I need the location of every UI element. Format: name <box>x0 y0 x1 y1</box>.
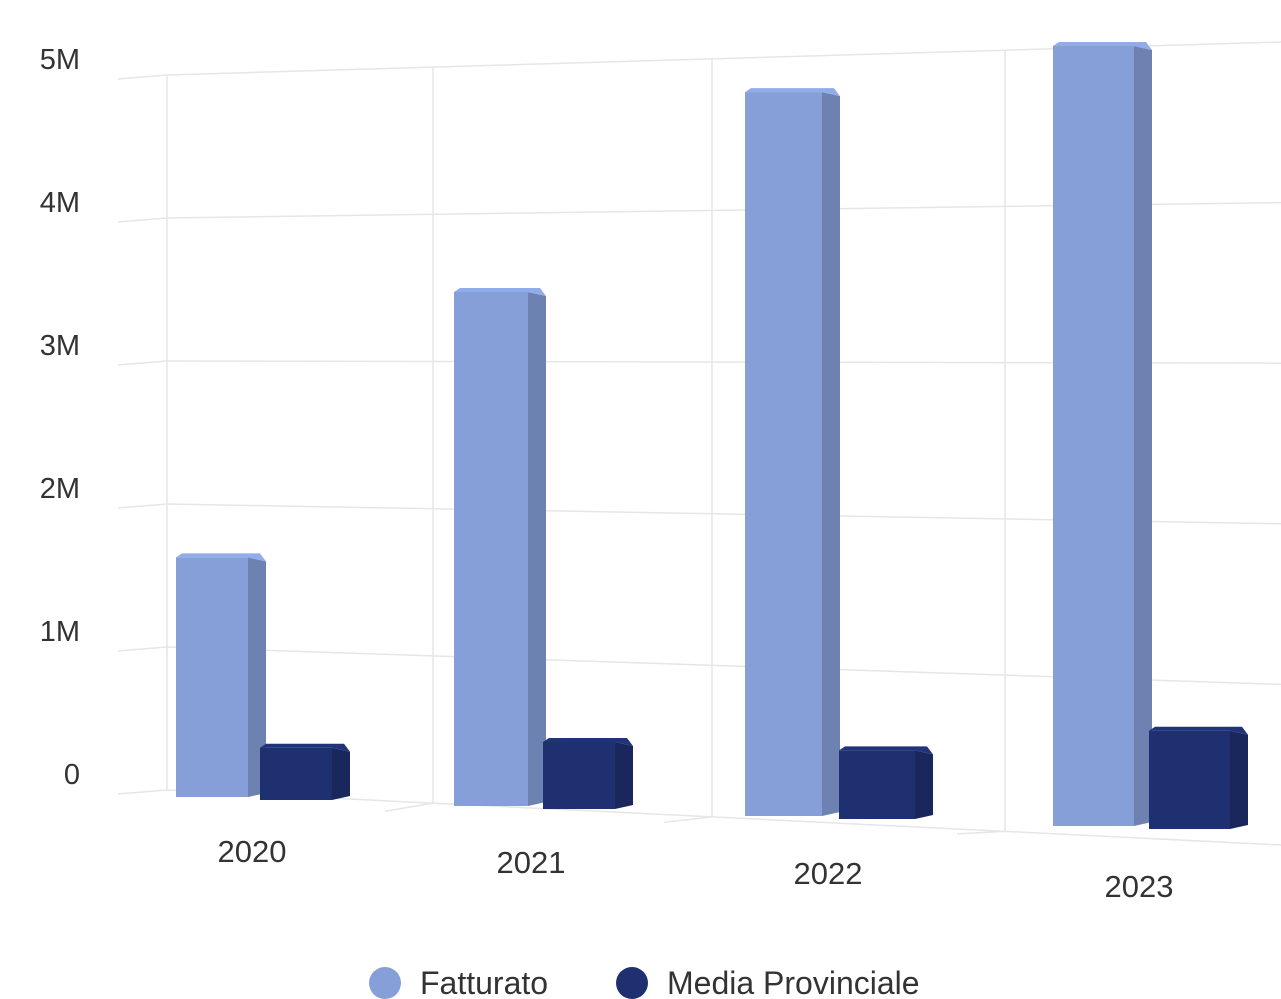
bar-fatturato-2021 <box>454 287 546 806</box>
y-tick-label: 2M <box>40 473 80 505</box>
bar-side <box>915 750 933 819</box>
bar-media-provinciale-2020 <box>260 743 350 800</box>
x-tick-label: 2022 <box>794 856 863 891</box>
bar-front <box>1149 730 1230 829</box>
bar-front <box>454 291 528 806</box>
bar-front <box>260 747 332 800</box>
grid-line-sidewall <box>117 360 168 366</box>
x-tick-label: 2021 <box>497 845 566 880</box>
bar-front <box>543 741 615 809</box>
legend-item-fatturato[interactable]: Fatturato <box>369 965 548 999</box>
bar-side <box>822 92 840 817</box>
grid-line-sidewall <box>117 789 168 795</box>
floor-divider <box>663 816 713 824</box>
bar-side <box>1134 46 1152 826</box>
legend-marker-icon <box>616 967 648 999</box>
grid-line-sidewall <box>117 74 168 80</box>
bar-side <box>615 741 633 809</box>
bar-front <box>745 92 822 817</box>
bars <box>176 42 1248 829</box>
legend-label: Fatturato <box>420 965 548 999</box>
y-tick-label: 3M <box>40 330 80 362</box>
bar-front <box>1053 46 1134 826</box>
legend-marker-icon <box>369 967 401 999</box>
bar-fatturato-2023 <box>1053 42 1152 826</box>
bar-side <box>332 747 350 800</box>
legend-item-media-provinciale[interactable]: Media Provinciale <box>616 965 920 999</box>
y-tick-label: 1M <box>40 616 80 648</box>
bar-front <box>176 557 248 797</box>
bar-side <box>1230 730 1248 829</box>
bar-fatturato-2022 <box>745 88 840 817</box>
bar-side <box>248 557 266 797</box>
y-tick-label: 5M <box>40 44 80 76</box>
bar-media-provinciale-2023 <box>1149 726 1248 829</box>
legend-label: Media Provinciale <box>667 965 920 999</box>
grid-line-sidewall <box>117 217 168 223</box>
legend: Fatturato Media Provinciale <box>369 965 920 999</box>
x-tick-label: 2020 <box>218 834 287 869</box>
bar-side <box>528 291 546 806</box>
grid-line-sidewall <box>117 646 168 652</box>
bar-media-provinciale-2022 <box>839 746 933 819</box>
axis-labels: 0 1M 2M 3M 4M 5M 2020 2021 2022 2023 <box>40 44 1174 904</box>
y-tick-label: 4M <box>40 187 80 219</box>
floor-divider <box>384 802 434 813</box>
bar-fatturato-2020 <box>176 553 266 797</box>
y-tick-label: 0 <box>64 759 80 791</box>
bar-front <box>839 750 915 819</box>
bar-media-provinciale-2021 <box>543 737 633 809</box>
x-tick-label: 2023 <box>1105 869 1174 904</box>
grid-line-horizontal <box>166 789 1281 846</box>
floor-divider <box>956 830 1006 835</box>
grid-line-sidewall <box>117 503 168 509</box>
